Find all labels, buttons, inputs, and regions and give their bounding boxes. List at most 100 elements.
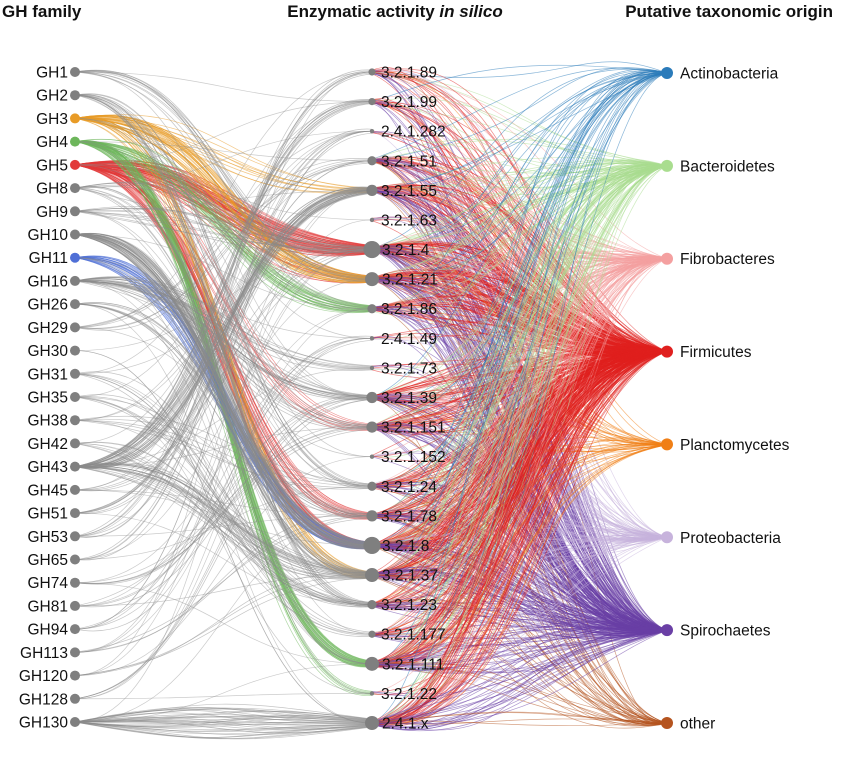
activity-node[interactable] <box>369 691 375 696</box>
activity-taxon-link <box>371 258 668 279</box>
gh-activity-link <box>74 517 373 653</box>
gh-node-gh1[interactable] <box>70 67 80 77</box>
activity-node[interactable] <box>366 421 378 433</box>
gh-activity-link <box>74 233 373 548</box>
activity-node[interactable] <box>368 68 376 76</box>
gh-label: GH31 <box>28 366 69 383</box>
taxon-node[interactable] <box>661 531 673 544</box>
activity-taxon-link <box>371 572 668 631</box>
link-curve <box>74 426 373 467</box>
activity-node[interactable] <box>366 510 378 522</box>
gh-node-gh2[interactable] <box>70 90 80 101</box>
activity-node[interactable] <box>367 600 377 610</box>
gh-activity-link <box>74 720 373 734</box>
gh-activity-link <box>74 247 373 491</box>
activity-taxon-link <box>371 349 668 727</box>
activity-node[interactable] <box>368 97 376 106</box>
activity-taxon-link <box>371 531 668 666</box>
gh-node-gh53[interactable] <box>70 531 80 542</box>
link-curve <box>74 130 373 189</box>
taxon-node[interactable] <box>661 624 673 637</box>
taxon-node[interactable] <box>661 438 673 451</box>
activity-node[interactable] <box>369 336 375 341</box>
gh-node-gh5[interactable] <box>70 159 80 170</box>
gh-node-gh113[interactable] <box>70 647 80 658</box>
gh-node-gh43[interactable] <box>70 461 80 472</box>
activity-taxon-link <box>371 574 668 631</box>
activity-node[interactable] <box>368 630 376 638</box>
activity-taxon-link <box>371 165 668 724</box>
activity-node[interactable] <box>367 156 377 166</box>
gh-node-gh16[interactable] <box>70 275 80 286</box>
link-curve <box>74 71 373 102</box>
activity-node[interactable] <box>366 184 378 196</box>
gh-node-gh42[interactable] <box>70 438 80 449</box>
gh-node-gh74[interactable] <box>70 577 80 588</box>
gh-node-gh29[interactable] <box>70 322 80 333</box>
activity-node[interactable] <box>363 240 381 259</box>
activity-node[interactable] <box>365 568 379 583</box>
gh-node-gh9[interactable] <box>70 206 80 217</box>
gh-node-gh120[interactable] <box>70 670 80 681</box>
header-enzymatic-activity: Enzymatic activity in silico <box>287 2 502 21</box>
gh-node-gh94[interactable] <box>70 624 80 635</box>
activity-taxon-link <box>371 348 668 637</box>
link-curve <box>74 337 373 653</box>
gh-activity-link <box>74 280 373 367</box>
gh-node-gh3[interactable] <box>70 113 80 124</box>
gh-label: GH81 <box>28 598 69 615</box>
activity-node[interactable] <box>369 217 375 223</box>
gh-node-gh130[interactable] <box>70 717 80 727</box>
activity-node[interactable] <box>367 481 377 491</box>
gh-activity-link <box>74 210 373 250</box>
gh-node-gh51[interactable] <box>70 508 80 519</box>
activity-node[interactable] <box>365 272 379 287</box>
gh-activity-link <box>74 232 373 573</box>
gh-activity-link <box>74 513 373 653</box>
gh-label: GH1 <box>36 65 68 82</box>
link-curve <box>74 582 373 665</box>
gh-activity-link <box>74 103 373 468</box>
activity-taxon-link <box>371 139 668 167</box>
activity-node[interactable] <box>366 391 378 404</box>
gh-node-gh45[interactable] <box>70 484 80 495</box>
activity-node[interactable] <box>369 454 375 459</box>
gh-label: GH29 <box>28 320 69 337</box>
gh-node-gh128[interactable] <box>70 693 80 704</box>
gh-activity-link <box>74 94 373 488</box>
taxon-node[interactable] <box>661 252 673 265</box>
gh-node-gh8[interactable] <box>70 183 80 194</box>
gh-node-gh26[interactable] <box>70 299 80 310</box>
taxon-node[interactable] <box>661 159 673 172</box>
gh-node-gh38[interactable] <box>70 415 80 426</box>
activity-label: 3.2.1.4 <box>382 242 430 259</box>
activity-label: 2.4.1.x <box>382 716 429 733</box>
activity-node[interactable] <box>365 716 379 730</box>
activity-node[interactable] <box>367 304 377 314</box>
taxon-node[interactable] <box>661 345 673 358</box>
link-curve <box>74 303 373 546</box>
gh-activity-link <box>74 187 373 546</box>
taxon-node[interactable] <box>661 67 673 79</box>
gh-node-gh4[interactable] <box>70 136 80 147</box>
activity-node[interactable] <box>369 365 375 371</box>
activity-node[interactable] <box>363 536 381 555</box>
gh-node-gh35[interactable] <box>70 392 80 402</box>
activity-node[interactable] <box>365 656 379 671</box>
gh-label: GH113 <box>20 645 68 662</box>
gh-node-gh81[interactable] <box>70 600 80 611</box>
activity-label: 3.2.1.151 <box>381 420 446 437</box>
gh-label: GH53 <box>28 529 69 546</box>
gh-node-gh31[interactable] <box>70 368 80 379</box>
gh-node-gh10[interactable] <box>70 229 80 240</box>
gh-activity-link <box>74 192 373 514</box>
gh-node-gh11[interactable] <box>70 252 80 263</box>
taxon-node[interactable] <box>661 717 673 729</box>
activity-node[interactable] <box>369 128 375 134</box>
link-curve <box>74 160 373 421</box>
gh-node-gh30[interactable] <box>70 345 80 356</box>
activity-label: 2.4.1.282 <box>381 124 446 141</box>
gh-activity-link <box>74 399 373 700</box>
gh-node-gh65[interactable] <box>70 554 80 565</box>
